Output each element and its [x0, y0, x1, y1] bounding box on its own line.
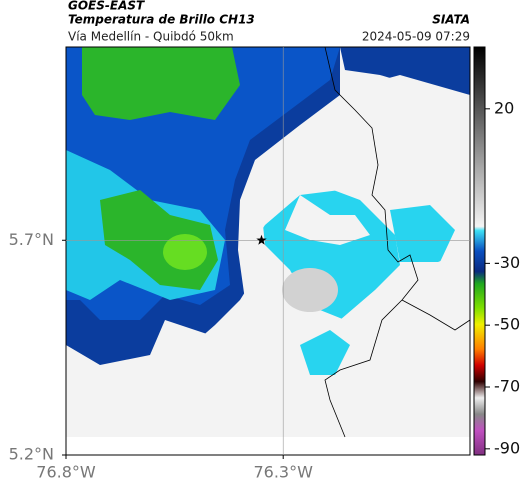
colorbar-tick-label: -90 [494, 438, 520, 457]
source: GOES-EAST [68, 0, 145, 13]
colorbar [473, 46, 486, 456]
colorbar-tick-label: -30 [494, 253, 520, 272]
x-tick-label: 76.3°W [253, 463, 313, 482]
org: SIATA [432, 13, 470, 27]
title: Temperatura de Brillo CH13 [68, 13, 255, 27]
colorbar-tick-label: -50 [494, 315, 520, 334]
datetime: 2024-05-09 07:29 [362, 30, 470, 44]
y-tick-label: 5.7°N [9, 230, 54, 249]
x-tick-label: 76.8°W [36, 463, 96, 482]
overlay: 76.8°W 76.3°W 5.2°N 5.7°N 20 -30 -50 -70 -90 [9, 47, 520, 482]
satellite-image [66, 47, 470, 455]
subtitle: Vía Medellín - Quibdó 50km [68, 30, 234, 44]
location-marker [256, 234, 267, 245]
colorbar-tick-label: 20 [494, 98, 514, 117]
colorbar-tick-label: -70 [494, 377, 520, 396]
map-frame [65, 46, 471, 456]
y-tick-label: 5.2°N [9, 445, 54, 464]
